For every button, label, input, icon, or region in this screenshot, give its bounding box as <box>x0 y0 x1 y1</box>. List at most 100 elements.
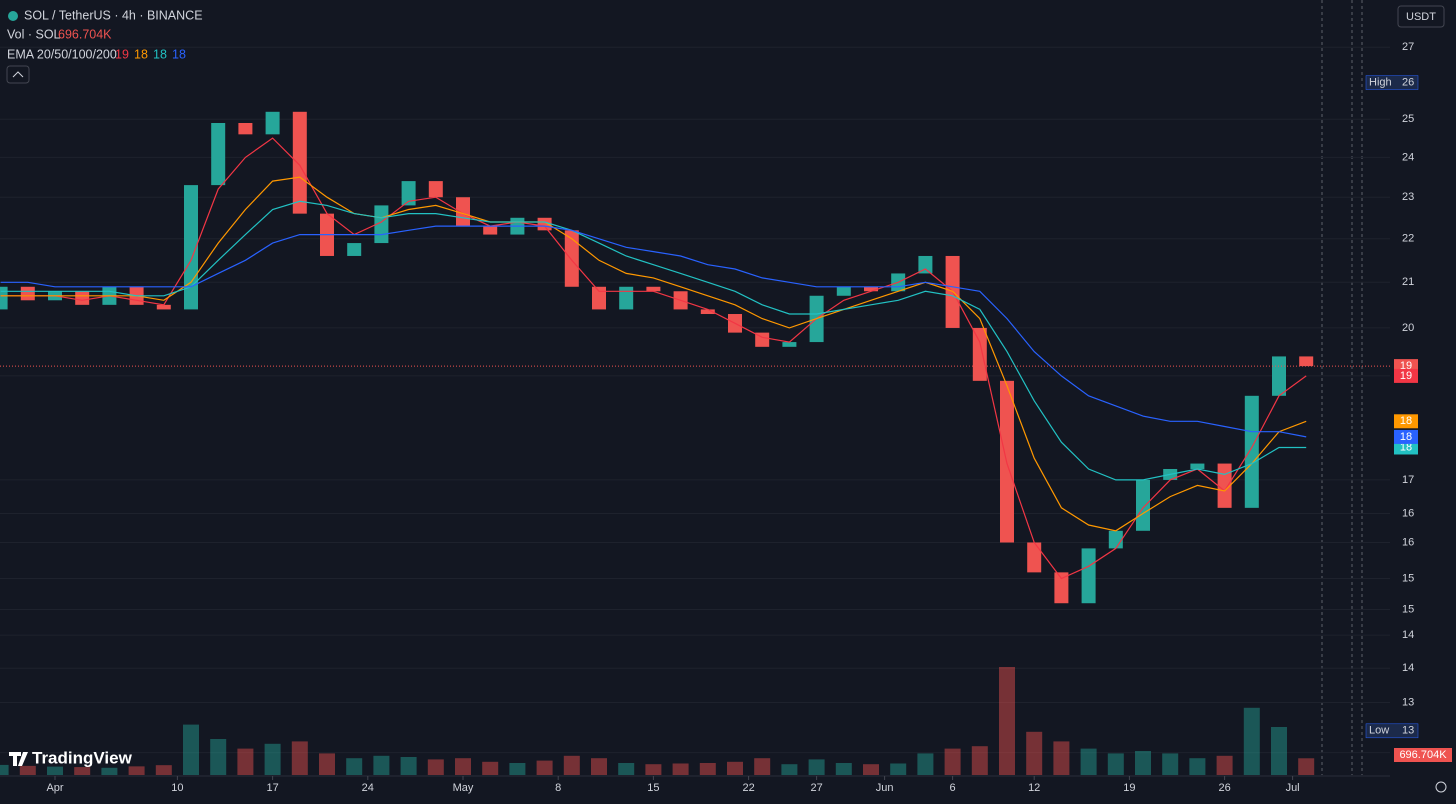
volume-bar <box>890 763 907 775</box>
volume-bar <box>346 758 363 775</box>
volume-bar <box>155 765 172 775</box>
symbol-title: SOL / TetherUS · 4h · BINANCE <box>24 8 203 22</box>
y-tick-label: 21 <box>1402 276 1414 288</box>
candle-body <box>646 286 661 292</box>
candle-body <box>1027 542 1042 573</box>
ema-value: 18 <box>172 47 186 61</box>
y-tick-label: 15 <box>1402 603 1414 615</box>
candle-body <box>211 122 226 186</box>
volume-bar <box>944 748 961 775</box>
candle-body <box>564 230 579 287</box>
y-tick-label: 16 <box>1402 507 1414 519</box>
low-value: 13 <box>1402 725 1414 737</box>
high-box <box>1365 75 1419 90</box>
x-tick-label: 15 <box>647 782 659 794</box>
x-tick-label: Jun <box>876 782 894 794</box>
y-tick-label: 14 <box>1402 662 1414 674</box>
settings-icon[interactable] <box>1435 781 1447 793</box>
candle-body <box>265 111 280 135</box>
volume-bar <box>1216 755 1233 775</box>
candle-body <box>918 255 933 274</box>
vol-value: 696.704K <box>58 27 112 41</box>
y-tick-label: 15 <box>1402 572 1414 584</box>
candle-body <box>836 286 851 296</box>
volume-bar <box>727 761 743 775</box>
candle-body <box>20 286 35 301</box>
plot <box>0 46 1390 775</box>
y-tick-label: 14 <box>1402 629 1414 641</box>
y-tick-label: 17 <box>1402 474 1414 486</box>
candle-body <box>156 304 171 310</box>
y-tick-label: 13 <box>1402 696 1414 708</box>
ema-axis-label: 18 <box>1400 431 1412 443</box>
ema-line <box>0 176 1307 532</box>
ema-axis-label: 18 <box>1400 415 1412 427</box>
candle-body <box>292 111 307 214</box>
ema-value: 18 <box>134 47 148 61</box>
candle-body <box>755 332 770 347</box>
candle-body <box>1136 479 1150 531</box>
volume-bar <box>509 763 526 775</box>
x-tick-label: 26 <box>1218 782 1230 794</box>
volume-bar <box>183 724 199 775</box>
volume-bar <box>373 755 390 775</box>
vol-label: Vol · SOL <box>7 27 61 41</box>
candle-body <box>1081 548 1096 604</box>
x-tick-label: 17 <box>266 782 278 794</box>
ema-line <box>0 200 1307 481</box>
collapse-button[interactable] <box>6 65 30 84</box>
candle-body <box>700 309 715 315</box>
candle-body <box>401 181 416 206</box>
volume-bar <box>264 743 281 775</box>
volume-bar <box>835 763 852 775</box>
logo-text: TradingView <box>32 748 133 767</box>
x-tick-label: 24 <box>362 782 374 794</box>
x-tick-label: Apr <box>46 782 63 794</box>
volume-bar <box>536 760 553 775</box>
volume-bar <box>863 764 879 775</box>
y-tick-label: 20 <box>1402 322 1414 334</box>
volume-bar <box>1026 731 1043 775</box>
volume-bar <box>74 767 91 775</box>
volume-bar <box>1053 741 1070 775</box>
volume-bar <box>1189 758 1206 775</box>
currency-button[interactable] <box>1397 5 1445 28</box>
volume-bar <box>999 667 1015 775</box>
x-tick-label: 10 <box>171 782 183 794</box>
volume-bar <box>971 746 988 775</box>
volume-bar <box>0 764 9 775</box>
x-tick-label: 12 <box>1028 782 1040 794</box>
volume-bar <box>128 766 145 775</box>
volume-bar <box>427 759 444 775</box>
volume-bar <box>291 741 308 775</box>
candle-body <box>619 286 634 310</box>
ema-line <box>0 225 1307 438</box>
x-tick-label: 8 <box>555 782 561 794</box>
candle-body <box>75 291 90 305</box>
candle-body <box>1272 356 1286 396</box>
candle-body <box>972 327 987 381</box>
ema-label: EMA 20/50/100/200 <box>7 47 117 61</box>
x-tick-label: 27 <box>810 782 822 794</box>
candle-body <box>1190 463 1205 469</box>
volume-bar <box>754 758 771 775</box>
y-tick-label: 27 <box>1402 41 1414 53</box>
volume-bar <box>1080 748 1097 775</box>
volume-bar <box>917 753 934 775</box>
candle-body <box>238 122 253 135</box>
candle-body <box>1054 572 1069 604</box>
volume-bar <box>645 764 662 775</box>
volume-bar <box>210 739 227 775</box>
volume-bar <box>1243 707 1260 775</box>
volume-box <box>1394 748 1452 762</box>
ema-box <box>1394 440 1418 455</box>
volume-bar <box>482 761 499 775</box>
volume-bar <box>1135 751 1151 775</box>
collapse-icon <box>12 71 24 78</box>
volume-bar <box>1162 753 1179 775</box>
y-tick-label: 16 <box>1402 536 1414 548</box>
candle-body <box>1244 395 1259 508</box>
ema-axis-label: 19 <box>1400 370 1412 382</box>
volume-bar <box>563 755 580 775</box>
volume-bar <box>808 759 825 775</box>
